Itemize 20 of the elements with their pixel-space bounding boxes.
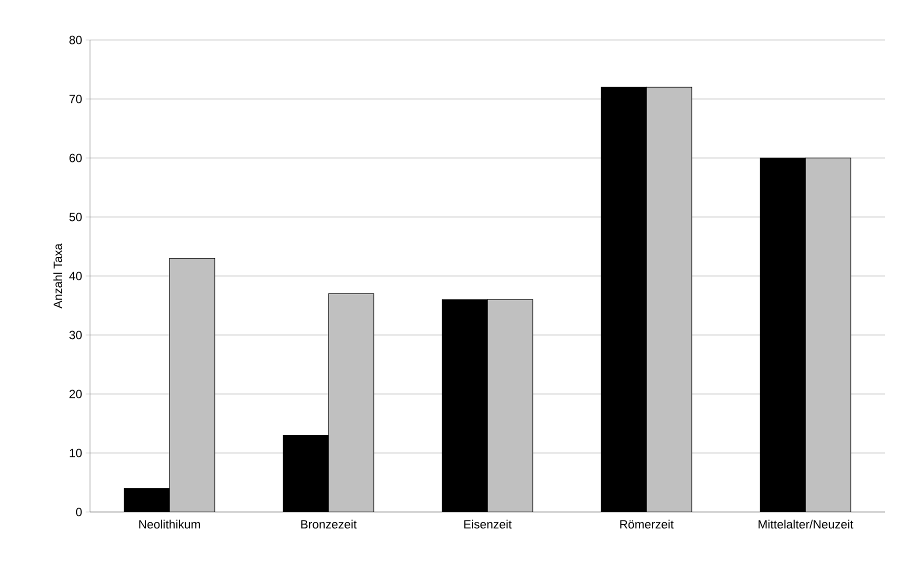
bar: [487, 299, 534, 512]
y-tick-label: 30: [69, 330, 82, 340]
y-tick-label: 20: [70, 390, 82, 398]
y-tick-label: 80: [69, 36, 82, 44]
y-tick-label: 40: [69, 272, 82, 280]
bar: [805, 158, 852, 512]
y-tick-label: 0: [76, 508, 82, 516]
x-tick-label: Eisenzeit: [464, 520, 512, 529]
x-tick-label: Neolithikum: [139, 520, 200, 529]
y-tick-label: 50: [69, 212, 82, 222]
y-axis-title: Anzahl Taxa: [53, 243, 62, 309]
y-tick-label: 60: [70, 154, 82, 162]
bar: [169, 258, 216, 512]
x-tick-label: Römerzeit: [620, 520, 674, 529]
x-tick-label: Mittelalter/Neuzeit: [758, 520, 854, 529]
y-tick-label: 10: [70, 448, 82, 458]
bar: [646, 86, 692, 512]
x-tick-label: Bronzezeit: [301, 520, 357, 529]
bar: [328, 293, 374, 512]
y-tick-label: 70: [70, 94, 82, 104]
